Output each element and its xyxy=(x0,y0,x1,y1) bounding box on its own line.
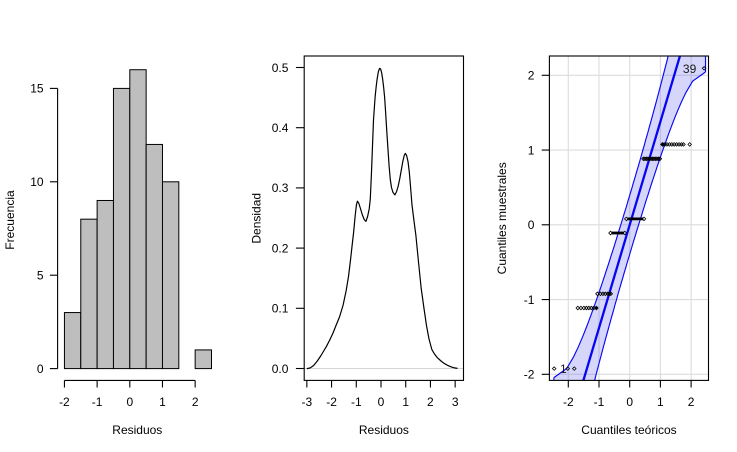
svg-text:10: 10 xyxy=(30,175,44,189)
svg-text:1: 1 xyxy=(402,395,409,409)
svg-text:-1: -1 xyxy=(92,395,103,409)
svg-text:1: 1 xyxy=(528,143,535,157)
svg-text:0.3: 0.3 xyxy=(272,181,289,195)
svg-text:1: 1 xyxy=(560,362,567,376)
svg-text:2: 2 xyxy=(528,69,535,83)
svg-text:0.4: 0.4 xyxy=(272,121,289,135)
svg-text:-2: -2 xyxy=(563,395,574,409)
svg-text:-2: -2 xyxy=(59,395,70,409)
svg-text:0: 0 xyxy=(378,395,385,409)
svg-text:Densidad: Densidad xyxy=(250,193,264,244)
svg-text:Residuos: Residuos xyxy=(359,423,409,437)
svg-text:Cuantiles muestrales: Cuantiles muestrales xyxy=(495,162,509,274)
svg-text:3: 3 xyxy=(452,395,459,409)
svg-text:Cuantiles teóricos: Cuantiles teóricos xyxy=(581,423,676,437)
svg-text:15: 15 xyxy=(30,82,44,96)
svg-text:2: 2 xyxy=(688,395,695,409)
svg-text:0.1: 0.1 xyxy=(272,302,289,316)
svg-text:-2: -2 xyxy=(326,395,337,409)
svg-text:0: 0 xyxy=(37,362,44,376)
svg-text:Residuos: Residuos xyxy=(112,423,162,437)
svg-text:1: 1 xyxy=(657,395,664,409)
svg-text:1: 1 xyxy=(159,395,166,409)
svg-text:39: 39 xyxy=(683,62,697,76)
svg-text:Frecuencia: Frecuencia xyxy=(3,190,17,250)
svg-text:5: 5 xyxy=(37,269,44,283)
svg-text:-1: -1 xyxy=(594,395,605,409)
svg-text:2: 2 xyxy=(192,395,199,409)
svg-text:0.0: 0.0 xyxy=(272,362,289,376)
svg-text:-1: -1 xyxy=(524,293,535,307)
svg-text:0: 0 xyxy=(528,218,535,232)
svg-text:-3: -3 xyxy=(301,395,312,409)
svg-text:0: 0 xyxy=(126,395,133,409)
svg-text:0.5: 0.5 xyxy=(272,61,289,75)
svg-text:-1: -1 xyxy=(351,395,362,409)
svg-text:0: 0 xyxy=(626,395,633,409)
svg-text:0.2: 0.2 xyxy=(272,241,289,255)
svg-text:2: 2 xyxy=(427,395,434,409)
svg-text:-2: -2 xyxy=(524,368,535,382)
